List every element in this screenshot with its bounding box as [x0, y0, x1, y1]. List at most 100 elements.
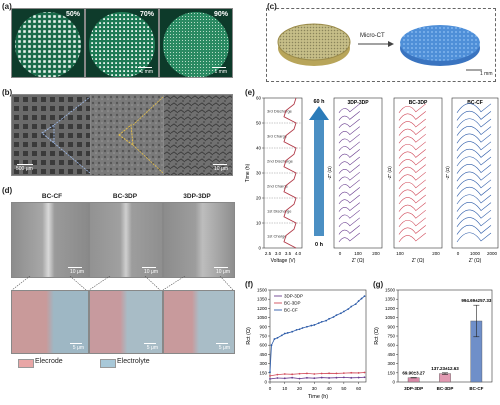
data-point	[295, 328, 298, 331]
data-point	[286, 332, 289, 334]
data-point	[313, 324, 316, 326]
scale-bar	[70, 343, 82, 344]
nyquist-curve	[398, 164, 426, 174]
nyquist-curve	[456, 118, 492, 129]
scale-bar	[214, 267, 228, 268]
data-point	[276, 336, 279, 339]
nyquist-curve	[456, 202, 492, 212]
bar	[439, 373, 451, 383]
grid-disk-90	[163, 12, 229, 77]
nyquist-curve	[338, 103, 360, 113]
data-point	[357, 376, 360, 379]
fill-percent-label: 90%	[213, 11, 228, 18]
nyquist-curve	[398, 179, 426, 189]
y-tick-label: 1200	[257, 306, 268, 311]
cross-section-bc-cf: 10 μm	[11, 202, 89, 278]
nyquist-curve	[456, 171, 492, 182]
step-label: 1st Charge	[267, 234, 287, 239]
data-point	[298, 377, 301, 380]
data-point	[298, 372, 301, 375]
nyquist-curve	[398, 202, 426, 212]
scale-bar	[144, 343, 156, 344]
arrow-top-label: 60 h	[313, 99, 325, 105]
nyquist-curve	[338, 209, 360, 220]
nyquist-title: BC-CF	[467, 100, 483, 106]
step-label: 3rd Charge	[267, 134, 288, 139]
x-tick-label: 30	[312, 386, 318, 391]
series-line-BC-CF	[269, 295, 365, 373]
y-tick-label: 1200	[385, 306, 396, 311]
nyquist-curve	[338, 126, 360, 136]
arrow-bottom-label: 0 h	[315, 242, 324, 248]
data-point	[273, 338, 276, 340]
nyquist-curve	[456, 209, 492, 220]
data-point	[280, 334, 283, 337]
y-axis-label: Rct (Ω)	[374, 327, 380, 345]
voltage-axis-label: Voltage (V)	[271, 258, 296, 264]
data-point	[320, 320, 323, 323]
scale-label: 1 mm	[480, 71, 493, 77]
column-header: 3DP-3DP	[183, 193, 211, 200]
y-tick-label: 450	[259, 352, 267, 357]
data-point	[291, 330, 294, 333]
x-tick-label: 40	[327, 386, 333, 391]
nyquist-curve	[398, 133, 426, 144]
panel-d-label: (d)	[2, 186, 13, 195]
nyquist-curve	[338, 217, 360, 227]
time-arrow-shaft	[314, 118, 324, 236]
time-tick-label: 10	[256, 221, 262, 226]
voltage-tick-label: 4.0	[295, 251, 302, 256]
bar-value-label: 137.23±12.63	[431, 366, 459, 371]
data-point	[354, 303, 357, 306]
interface-3dp-3dp: 5 μm	[163, 290, 235, 354]
y-tick-label: 1050	[257, 315, 268, 320]
sem-mid-texture	[91, 95, 163, 175]
data-point	[339, 312, 342, 315]
data-point	[301, 327, 304, 329]
nyquist-curve	[338, 171, 360, 182]
data-point	[306, 325, 308, 328]
time-tick-label: 0	[258, 246, 261, 251]
micro-ct-frame	[266, 8, 496, 82]
bar-value-label: 69.90±3.27	[402, 371, 425, 376]
data-point	[269, 378, 271, 380]
y-tick-label: 1350	[385, 297, 396, 302]
series-line-3DP-3DP	[269, 376, 365, 380]
x-tick-label: 60	[356, 386, 362, 391]
legend-label-electrode: Elecrode	[35, 358, 63, 365]
data-point	[269, 374, 271, 377]
nyquist-curve	[456, 133, 492, 144]
data-point	[313, 377, 316, 380]
nyquist-curve	[338, 164, 360, 174]
voltage-tick-label: 3.5	[285, 251, 292, 256]
series-line-BC-3DP	[269, 372, 365, 377]
data-point	[306, 372, 308, 375]
interface-bc-3dp: 5 μm	[89, 290, 163, 354]
nyquist-curve	[398, 194, 426, 205]
data-point	[283, 332, 286, 335]
y-tick-label: 1500	[385, 288, 396, 293]
scale-label: 10 μm	[214, 166, 228, 172]
y-tick-label: 900	[259, 324, 267, 329]
nyquist-curve	[456, 148, 492, 159]
legend-label: BC-CF	[284, 308, 298, 313]
sem-grid-texture	[12, 95, 90, 175]
y-tick-label: 1350	[257, 297, 268, 302]
scale-label: 5 μm	[146, 345, 158, 351]
bar-value-label: 994.69±257.33	[461, 298, 491, 303]
y-tick-label: 900	[387, 324, 395, 329]
data-point	[320, 376, 323, 379]
nyquist-title: 3DP-3DP	[347, 100, 369, 106]
time-tick-label: 40	[256, 146, 262, 151]
time-axis-label: Time (h)	[245, 163, 251, 182]
nyquist-y-label: -Z'' (Ω)	[387, 166, 392, 180]
nyquist-curve	[338, 202, 360, 212]
porous-electrode-photo-70: 70% 1 mm	[85, 8, 159, 78]
voltage-tick-label: 2.5	[265, 251, 272, 256]
scale-bar	[212, 67, 226, 68]
nyquist-curve	[456, 186, 492, 197]
y-tick-label: 150	[259, 370, 267, 375]
data-point	[335, 314, 338, 317]
nyquist-curve	[398, 209, 426, 220]
panel-b-label: (b)	[2, 88, 13, 97]
